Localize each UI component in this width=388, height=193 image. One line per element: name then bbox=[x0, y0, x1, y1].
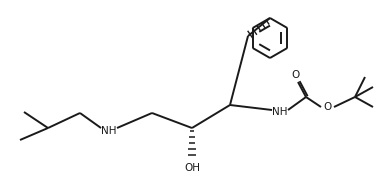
Text: NH: NH bbox=[101, 126, 117, 136]
Text: O: O bbox=[324, 102, 332, 112]
Text: OH: OH bbox=[184, 163, 200, 173]
Text: O: O bbox=[292, 70, 300, 80]
Text: NH: NH bbox=[272, 107, 288, 117]
